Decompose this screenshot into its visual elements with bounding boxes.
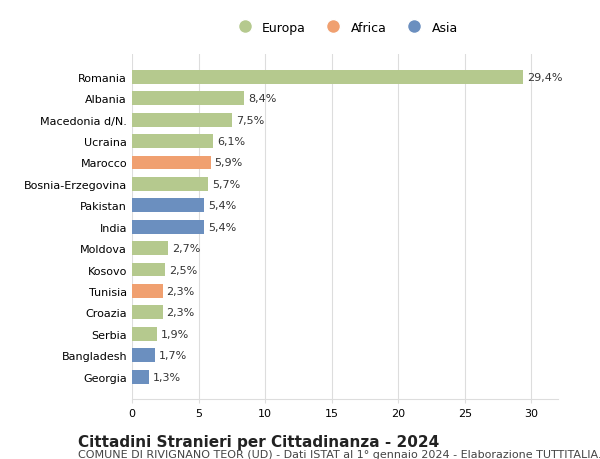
Text: 5,4%: 5,4%	[208, 201, 236, 211]
Bar	[132, 113, 232, 127]
Text: 1,7%: 1,7%	[158, 350, 187, 360]
Text: 1,3%: 1,3%	[154, 372, 181, 382]
Text: Cittadini Stranieri per Cittadinanza - 2024: Cittadini Stranieri per Cittadinanza - 2…	[78, 434, 439, 449]
Text: 5,4%: 5,4%	[208, 222, 236, 232]
Bar	[132, 263, 165, 277]
Bar	[132, 135, 213, 149]
Bar	[132, 348, 155, 362]
Bar	[132, 327, 157, 341]
Text: 7,5%: 7,5%	[236, 115, 264, 125]
Text: 2,7%: 2,7%	[172, 244, 200, 253]
Text: 1,9%: 1,9%	[161, 329, 190, 339]
Text: 2,5%: 2,5%	[169, 265, 197, 275]
Bar	[132, 306, 163, 319]
Text: 5,7%: 5,7%	[212, 179, 240, 190]
Text: 2,3%: 2,3%	[167, 286, 195, 296]
Bar	[132, 284, 163, 298]
Text: COMUNE DI RIVIGNANO TEOR (UD) - Dati ISTAT al 1° gennaio 2024 - Elaborazione TUT: COMUNE DI RIVIGNANO TEOR (UD) - Dati IST…	[78, 449, 600, 459]
Bar	[132, 370, 149, 384]
Bar	[132, 199, 204, 213]
Text: 2,3%: 2,3%	[167, 308, 195, 318]
Text: 6,1%: 6,1%	[217, 137, 245, 147]
Bar	[132, 156, 211, 170]
Text: 29,4%: 29,4%	[527, 73, 563, 83]
Bar	[132, 92, 244, 106]
Legend: Europa, Africa, Asia: Europa, Africa, Asia	[227, 17, 463, 39]
Bar	[132, 71, 523, 84]
Bar	[132, 220, 204, 234]
Bar	[132, 178, 208, 191]
Text: 8,4%: 8,4%	[248, 94, 276, 104]
Text: 5,9%: 5,9%	[215, 158, 243, 168]
Bar	[132, 241, 168, 256]
